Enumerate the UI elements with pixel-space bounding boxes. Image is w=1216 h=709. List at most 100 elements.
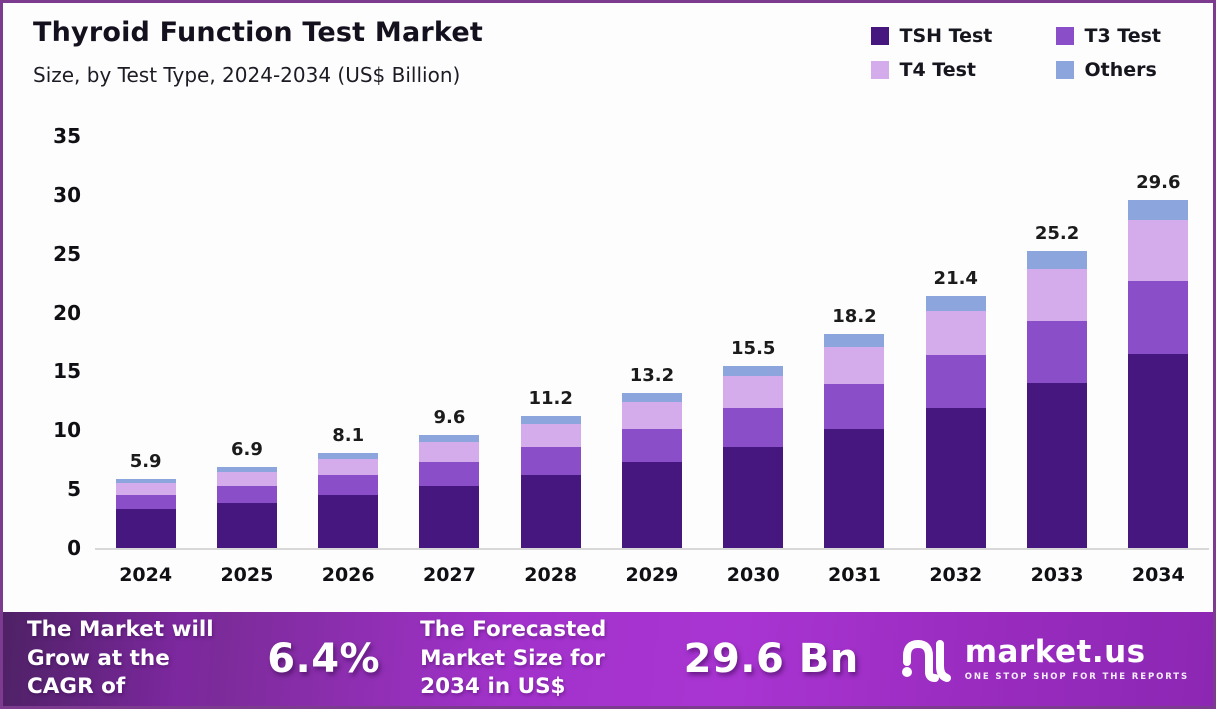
forecast-value: 29.6 Bn: [683, 636, 859, 682]
bar-segment-t3-test-2029: [621, 429, 682, 463]
stacked-bar-2026: [318, 452, 379, 548]
legend-swatch-tsh-test: [871, 27, 890, 45]
bar-segment-t4-test-2026: [318, 458, 379, 475]
stacked-bar-2029: [621, 392, 682, 548]
bar-segment-t3-test-2033: [1027, 320, 1088, 384]
x-label-2033: 2033: [1030, 564, 1084, 586]
y-tick-25: 25: [53, 241, 81, 266]
bar-segment-t4-test-2034: [1128, 219, 1189, 281]
chart-subtitle: Size, by Test Type, 2024-2034 (US$ Billi…: [33, 63, 461, 87]
bar-segment-others-2032: [925, 296, 986, 312]
cagr-value: 6.4%: [267, 636, 381, 682]
stacked-bar-2032: [925, 296, 986, 548]
bar-segment-tsh-test-2033: [1027, 383, 1088, 548]
stacked-bar-2030: [723, 365, 784, 548]
bar-segment-others-2028: [520, 416, 581, 425]
market-us-logo-icon: [901, 639, 951, 682]
bar-segment-tsh-test-2032: [925, 407, 986, 548]
y-tick-35: 35: [53, 124, 81, 148]
legend-label-t3-test: T3 Test: [1084, 25, 1161, 47]
chart-title: Thyroid Function Test Market: [33, 17, 483, 48]
plot-area: 5.9 6.9 8.1 9.6 11.2 13.2 15.5 18.2 21.4 25.2 29.6: [95, 136, 1209, 550]
bar-segment-t4-test-2028: [520, 424, 581, 447]
bar-total-label-2029: 13.2: [629, 364, 675, 386]
legend: TSH Test T3 Test T4 Test Others: [871, 25, 1161, 81]
x-axis: 2024 2025 2026 2027 2028 2029 2030 2031 2032 2033…: [95, 564, 1209, 586]
x-label-2027: 2027: [422, 564, 476, 586]
bar-total-label-2028: 11.2: [528, 388, 573, 410]
bar-segment-tsh-test-2026: [318, 495, 379, 548]
bar-segment-tsh-test-2024: [115, 509, 176, 548]
bar-segment-others-2025: [216, 466, 277, 472]
bar-group-2024: 5.9: [95, 136, 196, 548]
bar-segment-t4-test-2024: [115, 483, 176, 496]
market-us-logo: market.us ONE STOP SHOP FOR THE REPORTS: [899, 632, 1189, 686]
bar-segment-tsh-test-2031: [824, 429, 885, 548]
bar-group-2025: 6.9: [196, 136, 297, 548]
legend-swatch-t4-test: [871, 61, 890, 79]
bar-total-label-2027: 9.6: [433, 407, 466, 429]
bar-segment-t3-test-2026: [318, 475, 379, 495]
bar-segment-tsh-test-2028: [520, 475, 581, 548]
bar-segment-t3-test-2025: [216, 485, 277, 504]
bar-segment-others-2030: [723, 365, 784, 377]
bar-group-2027: 9.6: [399, 136, 500, 548]
bar-total-label-2034: 29.6: [1136, 171, 1181, 193]
bar-group-2031: 18.2: [804, 136, 905, 548]
bar-segment-others-2033: [1027, 251, 1088, 270]
logo-text-block: market.us ONE STOP SHOP FOR THE REPORTS: [964, 633, 1189, 682]
stacked-bar-2034: [1128, 199, 1189, 548]
bar-segment-t4-test-2031: [824, 346, 885, 385]
logo-tagline: ONE STOP SHOP FOR THE REPORTS: [964, 671, 1189, 682]
stacked-bar-2033: [1027, 251, 1088, 548]
legend-item-others: Others: [1056, 59, 1161, 81]
bar-segment-t3-test-2034: [1128, 280, 1189, 354]
y-tick-10: 10: [53, 418, 81, 443]
legend-item-t4-test: T4 Test: [871, 59, 1046, 81]
bar-segment-tsh-test-2034: [1128, 353, 1189, 548]
bar-segment-t4-test-2027: [419, 442, 480, 463]
x-label-2024: 2024: [119, 564, 173, 586]
bar-group-2030: 15.5: [703, 136, 804, 548]
bar-total-label-2033: 25.2: [1034, 223, 1080, 245]
bar-segment-others-2034: [1128, 199, 1189, 220]
bar-segment-tsh-test-2025: [216, 503, 277, 548]
y-tick-30: 30: [53, 182, 81, 207]
bottom-banner: The Market will Grow at the CAGR of 6.4%…: [3, 612, 1213, 706]
legend-item-tsh-test: TSH Test: [871, 25, 1046, 47]
legend-label-t4-test: T4 Test: [899, 59, 976, 81]
logo-name: market.us: [964, 633, 1146, 670]
legend-label-others: Others: [1084, 59, 1157, 81]
bar-group-2032: 21.4: [905, 136, 1006, 548]
bar-segment-t4-test-2029: [621, 402, 682, 430]
bar-segment-tsh-test-2030: [723, 446, 784, 548]
bar-segment-t4-test-2030: [723, 376, 784, 409]
bar-segment-others-2029: [621, 392, 682, 403]
bar-segment-others-2024: [115, 478, 176, 484]
x-label-2032: 2032: [929, 564, 983, 586]
stacked-bar-2025: [216, 466, 277, 548]
bar-segment-t4-test-2025: [216, 471, 277, 486]
y-tick-20: 20: [53, 300, 81, 325]
bar-segment-t3-test-2031: [824, 384, 885, 430]
bar-group-2028: 11.2: [500, 136, 601, 548]
legend-swatch-others: [1056, 61, 1075, 79]
x-label-2028: 2028: [524, 564, 578, 586]
x-label-2031: 2031: [828, 564, 881, 586]
bar-segment-others-2031: [824, 333, 885, 347]
bar-segment-others-2026: [318, 452, 379, 459]
stacked-bar-2027: [419, 435, 480, 548]
bar-total-label-2024: 5.9: [129, 450, 162, 472]
y-tick-15: 15: [53, 359, 81, 384]
bar-group-2026: 8.1: [298, 136, 399, 548]
bar-segment-t3-test-2032: [925, 354, 986, 408]
forecast-label: The Forecasted Market Size for 2034 in U…: [420, 617, 607, 700]
bar-group-2034: 29.6: [1108, 136, 1209, 548]
bar-total-label-2031: 18.2: [832, 305, 877, 327]
bar-segment-t3-test-2027: [419, 462, 480, 486]
bar-group-2033: 25.2: [1006, 136, 1107, 548]
bar-total-label-2025: 6.9: [230, 438, 263, 460]
bar-segment-tsh-test-2029: [621, 462, 682, 548]
stacked-bar-2031: [824, 333, 885, 548]
